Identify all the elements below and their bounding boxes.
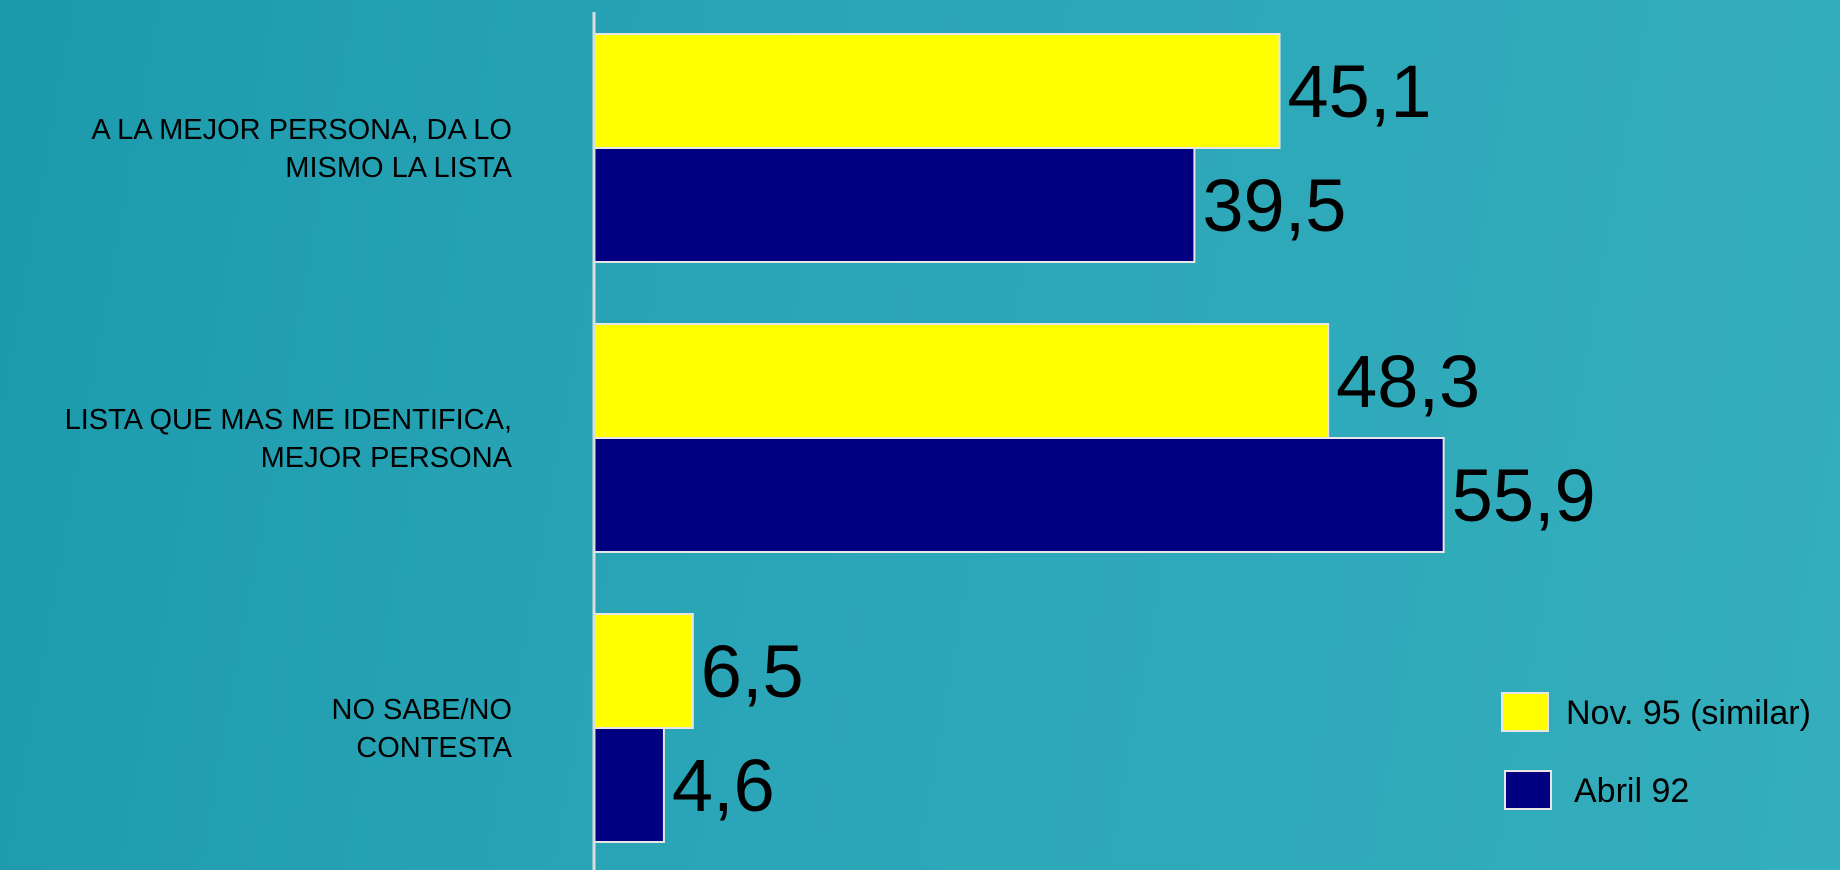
bar-abril-92-2 (593, 727, 665, 843)
category-label-0: A LA MEJOR PERSONA, DA LO MISMO LA LISTA (91, 114, 512, 184)
bar-nov-95-0 (593, 33, 1281, 149)
bar-abril-92-0 (593, 147, 1196, 263)
legend-label-abril-92: Abril 92 (1574, 772, 1689, 810)
legend-swatch-nov-95 (1501, 692, 1549, 732)
bar-nov-95-1 (593, 323, 1330, 439)
bar-nov-95-2 (593, 613, 694, 729)
legend-label-nov-95: Nov. 95 (similar) (1566, 694, 1811, 732)
legend: Nov. 95 (similar) Abril 92 (1501, 692, 1811, 810)
value-label-abril-92-0: 39,5 (1202, 164, 1346, 247)
value-label-nov-95-1: 48,3 (1336, 340, 1480, 423)
bar-abril-92-1 (593, 437, 1445, 553)
category-label-1: LISTA QUE MAS ME IDENTIFICA, MEJOR PERSON… (65, 404, 513, 474)
legend-swatch-abril-92 (1504, 770, 1552, 810)
value-label-nov-95-2: 6,5 (701, 630, 804, 713)
value-label-abril-92-1: 55,9 (1452, 454, 1596, 537)
value-label-abril-92-2: 4,6 (672, 744, 775, 827)
bars-group (593, 33, 1445, 843)
value-labels-group: 45,1 39,5 48,3 55,9 6,5 4,6 (672, 50, 1596, 827)
category-label-2: NO SABE/NO CONTESTA (332, 694, 513, 764)
value-label-nov-95-0: 45,1 (1288, 50, 1432, 133)
category-labels-group: A LA MEJOR PERSONA, DA LO MISMO LA LISTA L… (65, 114, 513, 764)
